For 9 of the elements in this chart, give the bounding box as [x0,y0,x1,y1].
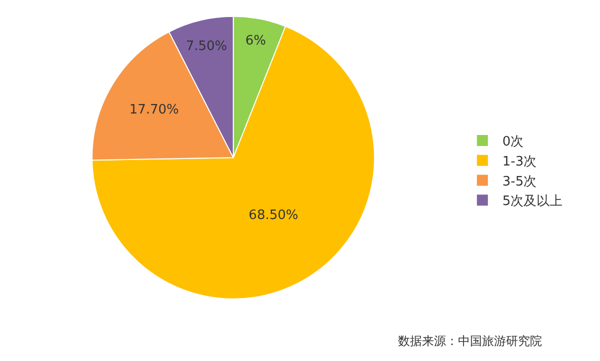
data-label: 7.50% [186,38,228,54]
legend-label: 1-3次 [502,154,537,170]
source-note: 数据来源：中国旅游研究院 [398,334,542,348]
data-label: 17.70% [129,102,179,118]
legend-label: 3-5次 [502,174,537,190]
legend-label: 0次 [502,134,524,150]
legend-label: 5次及以上 [502,194,563,210]
data-label: 6% [245,33,266,48]
data-label: 68.50% [248,208,298,224]
